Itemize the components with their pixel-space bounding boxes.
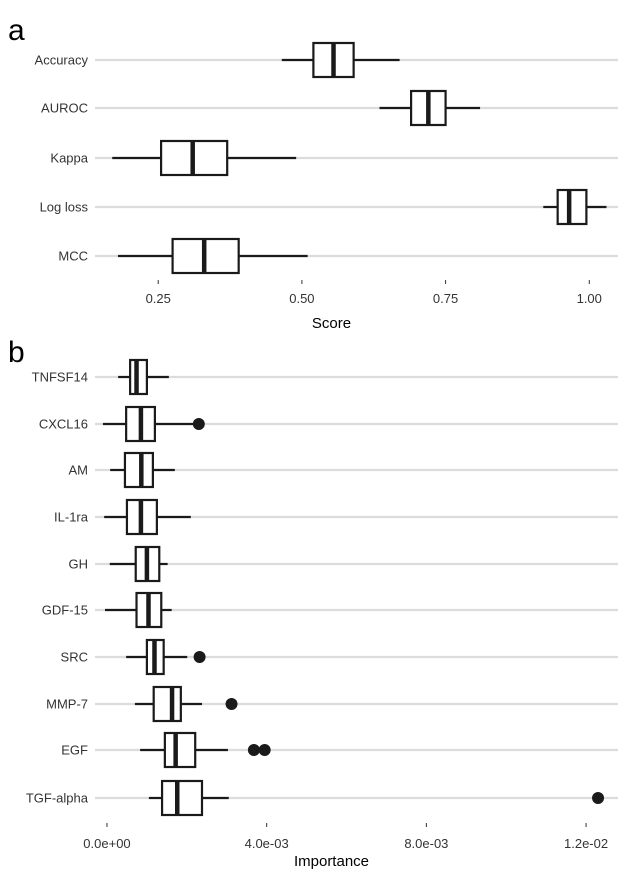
category-label: GH: [69, 557, 89, 572]
category-label: MMP-7: [46, 697, 88, 712]
box-9: [148, 779, 605, 817]
x-tick-label: 8.0e-03: [404, 836, 448, 851]
panel-a: a Accuracy AUROC Kappa Log loss MCC 0.25 0.50 0.…: [8, 14, 618, 332]
box-iqr: [163, 731, 197, 769]
x-tick-label: 0.0e+00: [83, 836, 130, 851]
category-label: CXCL16: [39, 417, 88, 432]
category-label: SRC: [61, 650, 88, 665]
box-iqr: [152, 685, 182, 723]
box-iqr: [160, 779, 204, 817]
category-label: EGF: [61, 743, 88, 758]
box-iqr: [556, 188, 588, 226]
box-0: [118, 358, 169, 396]
category-label: GDF-15: [42, 603, 88, 618]
x-tick-label: 0.50: [289, 291, 314, 306]
category-label: TGF-alpha: [26, 791, 89, 806]
panel-b: b TNFSF14 CXCL16 AM IL-1ra GH GDF-15 SRC MMP-7 EG…: [8, 336, 618, 870]
x-tick-label: 4.0e-03: [245, 836, 289, 851]
box-7: [134, 685, 238, 723]
box-4: [109, 545, 168, 583]
category-label: AM: [69, 463, 89, 478]
category-label: MCC: [58, 249, 88, 264]
panel-label: b: [8, 336, 25, 369]
box-4: [117, 237, 308, 275]
category-label: TNFSF14: [32, 370, 88, 385]
box-8: [140, 731, 271, 769]
category-label: Kappa: [50, 151, 88, 166]
box-3: [104, 498, 191, 536]
x-tick-label: 1.2e-02: [564, 836, 608, 851]
x-axis-title: Importance: [294, 853, 369, 870]
box-0: [281, 41, 400, 79]
outlier-point: [225, 698, 238, 710]
outlier-point: [193, 651, 206, 663]
x-tick-label: 0.25: [146, 291, 171, 306]
panel-label: a: [8, 14, 25, 47]
outlier-point: [258, 744, 271, 756]
box-1: [379, 89, 481, 127]
category-label: Accuracy: [35, 53, 89, 68]
box-1: [102, 405, 205, 443]
category-label: AUROC: [41, 101, 88, 116]
outlier-point: [247, 744, 260, 756]
x-axis-title: Score: [312, 315, 351, 332]
outlier-point: [192, 418, 205, 430]
category-label: IL-1ra: [54, 510, 89, 525]
box-iqr: [123, 451, 154, 489]
box-5: [104, 591, 172, 629]
x-tick-label: 0.75: [433, 291, 458, 306]
box-2: [110, 451, 175, 489]
outlier-point: [592, 792, 605, 804]
box-3: [543, 188, 607, 226]
category-label: Log loss: [40, 200, 89, 215]
box-6: [126, 638, 206, 676]
x-tick-label: 1.00: [577, 291, 602, 306]
box-2: [112, 139, 297, 177]
